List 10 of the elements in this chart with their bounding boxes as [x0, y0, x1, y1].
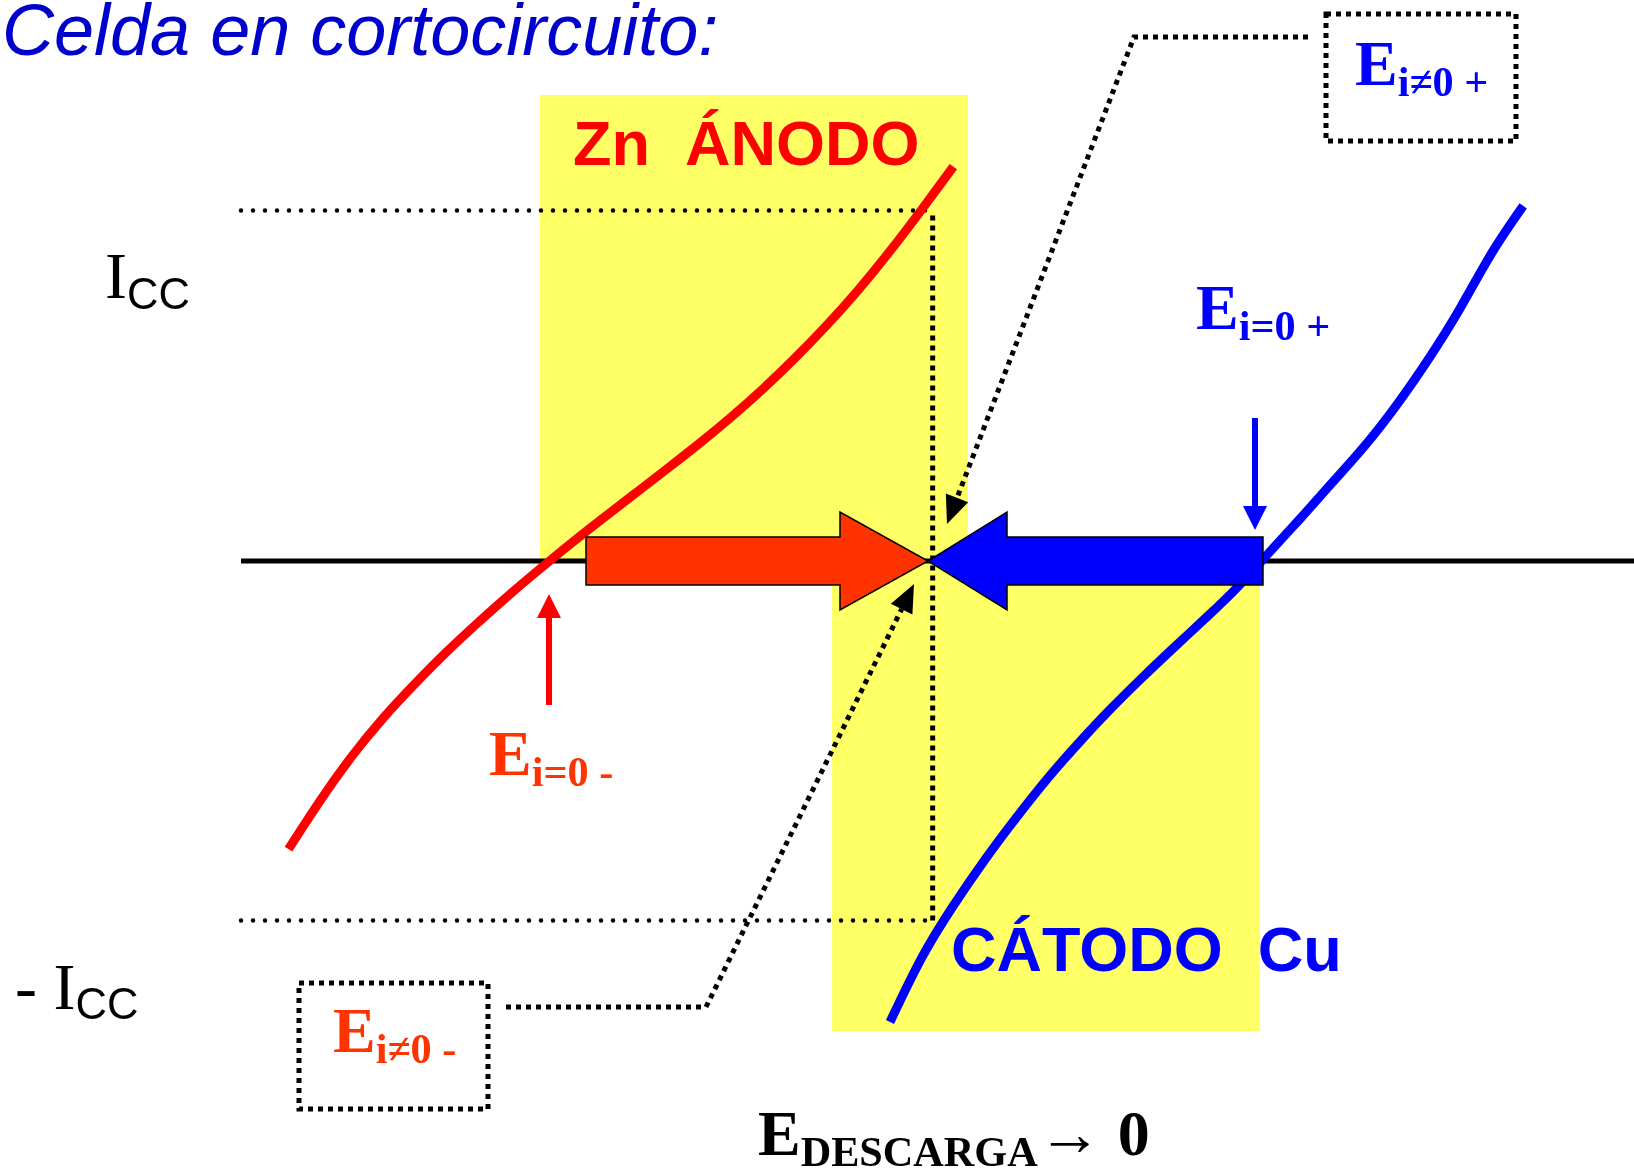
ref-line-label: I$_{CC}$ — [105, 239, 190, 319]
series-label: Zn ÁNODO — [573, 108, 920, 178]
chart-title: Celda en cortocircuito: — [2, 0, 719, 70]
ref-line-label: - I$_{CC}$ — [15, 949, 139, 1029]
annotation: E$_{i=0 -}$ — [489, 718, 614, 795]
text: E$_{i≠0 +}$ — [1355, 28, 1489, 105]
series-label: CÁTODO Cu — [951, 914, 1342, 984]
annotation: E$_{i≠0 -}$ — [333, 995, 457, 1072]
x-axis-title: E$_{DESCARGA}$→ 0 — [758, 1098, 1150, 1174]
annotation: E$_{i=0 +}$ — [1196, 272, 1331, 349]
